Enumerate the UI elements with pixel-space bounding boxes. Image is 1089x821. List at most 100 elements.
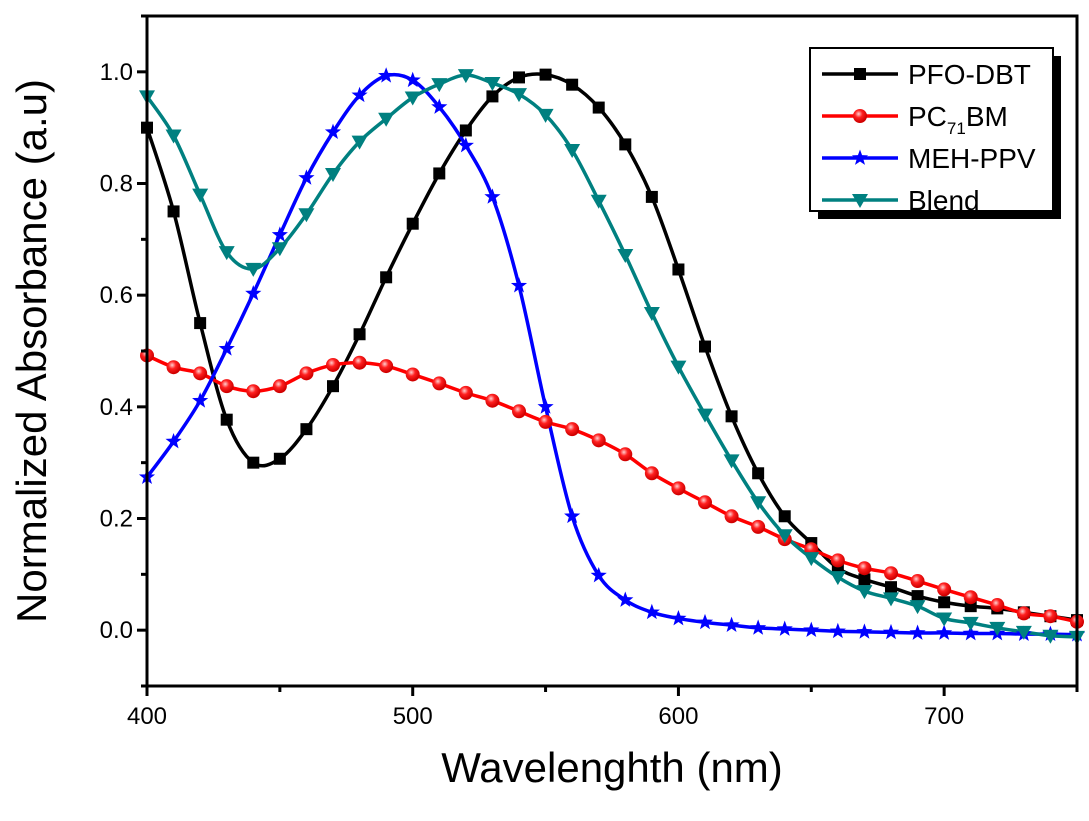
legend: PFO-DBT PC71BM MEH-PPV Blend [809, 47, 1061, 219]
data-point-pc71bm [405, 367, 420, 382]
data-point-pfo-dbt [486, 90, 499, 103]
data-point-meh-ppv [378, 67, 395, 83]
data-point-pc71bm [512, 404, 526, 419]
data-point-pc71bm [272, 379, 287, 394]
y-tick-label: 0.4 [100, 394, 133, 421]
data-point-pc71bm [538, 414, 553, 429]
data-point-meh-ppv [750, 619, 767, 635]
data-point-pc71bm [485, 393, 500, 408]
data-point-blend [962, 616, 979, 631]
data-point-blend [989, 621, 1006, 636]
data-point-pc71bm [963, 590, 978, 605]
data-point-pfo-dbt [778, 510, 791, 523]
data-point-meh-ppv [324, 123, 342, 140]
data-point-pfo-dbt [380, 271, 393, 284]
legend-marker-meh-ppv [851, 149, 869, 165]
data-point-meh-ppv [590, 566, 607, 583]
data-point-pfo-dbt [194, 317, 207, 330]
data-point-blend [909, 600, 926, 615]
data-point-pfo-dbt [752, 467, 765, 480]
data-point-blend [643, 307, 660, 322]
data-point-blend [431, 78, 448, 93]
data-point-pfo-dbt [406, 217, 419, 230]
data-point-blend [564, 144, 581, 158]
data-point-blend [192, 188, 209, 203]
data-point-pfo-dbt [247, 456, 260, 469]
data-point-blend [218, 246, 235, 261]
data-point-meh-ppv [776, 620, 793, 636]
data-point-blend [670, 360, 687, 375]
data-point-pc71bm [618, 447, 633, 462]
data-point-pfo-dbt [459, 124, 472, 137]
series-markers [138, 67, 1086, 645]
data-point-pfo-dbt [220, 413, 233, 426]
data-point-meh-ppv [298, 169, 315, 185]
data-point-pfo-dbt [273, 452, 286, 465]
axis-ticks: 400 500 600 700 0.0 0.2 0.4 0.6 0.8 1.0 [100, 14, 1079, 730]
data-point-meh-ppv [192, 392, 209, 408]
data-point-pfo-dbt [592, 101, 605, 114]
y-tick-label: 0.2 [100, 506, 133, 533]
data-point-blend [856, 585, 873, 600]
data-point-blend [697, 408, 713, 423]
data-point-pc71bm [751, 519, 766, 534]
data-point-meh-ppv [457, 137, 474, 153]
legend-label-meh-ppv: MEH-PPV [908, 143, 1036, 174]
data-point-pc71bm [1016, 606, 1031, 621]
legend-marker-pc71bm [853, 109, 867, 123]
data-point-blend [457, 69, 474, 84]
x-axis-label: Wavelenghth (nm) [441, 744, 783, 791]
data-point-pfo-dbt [911, 590, 924, 603]
data-point-blend [803, 552, 820, 567]
data-point-pc71bm [857, 561, 872, 576]
data-point-pc71bm [724, 509, 739, 524]
data-point-pc71bm [937, 582, 952, 597]
data-point-meh-ppv [643, 603, 660, 620]
data-point-pc71bm [379, 359, 394, 374]
data-point-pc71bm [1043, 609, 1058, 624]
data-point-blend [245, 262, 262, 277]
legend-label-pfo-dbt: PFO-DBT [908, 59, 1031, 90]
data-point-meh-ppv [351, 86, 368, 103]
data-point-meh-ppv [723, 616, 740, 633]
data-point-pfo-dbt [327, 380, 339, 393]
data-point-pfo-dbt [566, 78, 579, 91]
x-tick-label: 400 [127, 703, 167, 730]
data-point-pc71bm [990, 598, 1005, 613]
data-point-meh-ppv [484, 188, 501, 204]
data-point-pfo-dbt [938, 596, 951, 609]
data-point-pc71bm [193, 366, 208, 381]
y-tick-label: 0.0 [100, 617, 133, 644]
legend-marker-pfo-dbt [854, 68, 866, 80]
data-point-blend [165, 129, 182, 144]
y-tick-label: 1.0 [100, 59, 133, 86]
data-point-pc71bm [910, 574, 925, 589]
series-line-pc71bm [146, 353, 1078, 624]
data-point-blend [883, 592, 899, 607]
data-point-pc71bm [166, 360, 181, 375]
data-point-pfo-dbt [513, 71, 525, 84]
data-point-blend [829, 571, 846, 586]
data-point-blend [378, 112, 395, 127]
data-point-pfo-dbt [619, 138, 632, 151]
data-point-blend [404, 91, 421, 106]
data-point-blend [325, 168, 341, 183]
data-point-pfo-dbt [353, 328, 366, 341]
data-point-pc71bm [884, 566, 898, 581]
data-point-pc71bm [219, 379, 234, 394]
data-point-pc71bm [671, 481, 686, 496]
data-point-meh-ppv [829, 622, 846, 639]
data-point-pc71bm [591, 433, 606, 448]
data-point-meh-ppv [271, 226, 288, 242]
data-point-blend [590, 194, 607, 209]
data-point-meh-ppv [962, 625, 979, 641]
data-point-pfo-dbt [539, 68, 552, 81]
data-point-meh-ppv [696, 613, 714, 630]
data-point-pc71bm [299, 366, 314, 381]
data-point-pc71bm [698, 495, 712, 510]
data-point-pfo-dbt [433, 167, 446, 180]
data-point-blend [298, 208, 315, 223]
data-point-pfo-dbt [885, 581, 897, 594]
data-point-meh-ppv [510, 277, 528, 293]
